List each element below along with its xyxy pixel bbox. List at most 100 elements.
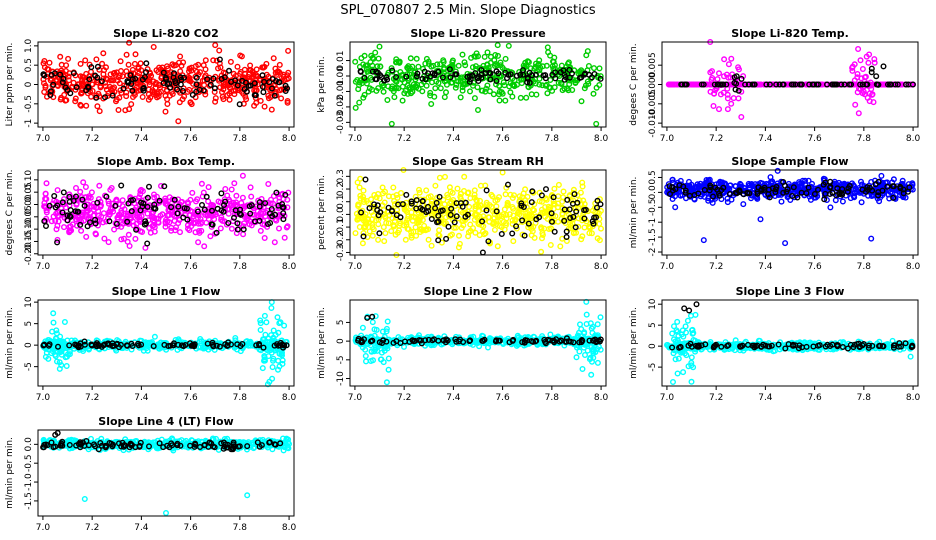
x-tick-label: 7.8 (233, 262, 248, 272)
data-point-all (361, 77, 368, 84)
data-point-all (211, 88, 218, 95)
data-point-selected (493, 77, 500, 84)
data-point-selected (109, 343, 116, 350)
x-tick-label: 7.6 (183, 393, 198, 403)
data-point-all (854, 188, 861, 195)
data-point-all (596, 237, 603, 244)
y-tick-label: 0.5 (24, 58, 34, 72)
data-point-all (241, 66, 248, 73)
data-point-all (61, 319, 68, 326)
data-point-selected (40, 342, 47, 349)
data-point-all (61, 224, 68, 231)
data-point-selected (833, 192, 840, 199)
data-point-selected (714, 186, 721, 193)
data-point-all (470, 82, 477, 89)
x-tick-label: 7.8 (857, 262, 872, 272)
data-point-all (447, 232, 454, 239)
data-point-selected (742, 81, 749, 88)
data-point-all (360, 94, 367, 101)
data-point-selected (160, 79, 167, 86)
data-point-selected (412, 337, 419, 344)
data-point-selected (88, 64, 95, 71)
data-point-all (67, 223, 74, 230)
data-point-all (538, 248, 545, 255)
data-point-selected (280, 344, 287, 351)
data-point-selected (591, 70, 598, 77)
data-point-all (393, 84, 400, 91)
data-point-all (581, 85, 588, 92)
data-point-all (162, 92, 169, 99)
data-point-all (563, 63, 570, 70)
data-point-all (820, 184, 827, 191)
data-point-all (354, 179, 361, 186)
data-point-all (361, 52, 368, 59)
data-point-all (269, 364, 276, 371)
data-point-all (257, 327, 264, 334)
data-point-all (796, 189, 803, 196)
data-point-all (229, 218, 236, 225)
data-point-selected (525, 220, 532, 227)
data-point-all (757, 216, 764, 223)
data-point-all (589, 329, 596, 336)
data-point-selected (839, 186, 846, 193)
data-point-selected (582, 206, 589, 213)
data-point-selected (746, 190, 753, 197)
data-point-all (890, 176, 897, 183)
data-point-selected (67, 207, 74, 214)
data-point-all (277, 319, 284, 326)
data-point-selected (451, 219, 458, 226)
data-point-selected (385, 204, 392, 211)
data-point-selected (168, 204, 175, 211)
data-point-all (70, 79, 77, 86)
data-point-all (128, 215, 135, 222)
data-point-all (442, 173, 449, 180)
data-point-selected (381, 77, 388, 84)
data-point-selected (479, 249, 486, 256)
data-point-all (530, 223, 537, 230)
data-point-all (560, 188, 567, 195)
data-point-all (483, 201, 490, 208)
data-point-all (735, 95, 742, 102)
y-axis-label: degees C per min. (629, 43, 639, 125)
data-point-selected (43, 222, 50, 229)
data-point-all (162, 223, 169, 230)
y-tick-label: 1.0 (24, 38, 34, 53)
data-point-all (150, 44, 157, 51)
data-point-selected (378, 74, 385, 81)
data-point-all (454, 185, 461, 192)
data-point-all (539, 231, 546, 238)
data-point-all (485, 344, 492, 351)
panel-title: Slope Sample Flow (731, 155, 848, 168)
data-point-all (536, 57, 543, 64)
data-point-all (868, 235, 875, 242)
data-point-selected (142, 220, 149, 227)
data-point-selected (839, 191, 846, 198)
figure-title: SPL_070807 2.5 Min. Slope Diagnostics (340, 3, 596, 18)
data-point-all (827, 204, 834, 211)
data-point-selected (552, 75, 559, 82)
data-point-all (548, 225, 555, 232)
data-point-all (464, 208, 471, 215)
y-tick-label: -5 (24, 362, 34, 371)
data-point-selected (70, 70, 77, 77)
data-point-selected (171, 196, 178, 203)
data-point-all (407, 203, 414, 210)
data-point-selected (572, 224, 579, 231)
data-point-all (832, 197, 839, 204)
data-point-all (507, 80, 514, 87)
data-point-all (418, 81, 425, 88)
data-point-all (379, 83, 386, 90)
data-point-selected (194, 208, 201, 215)
data-point-selected (886, 81, 893, 88)
data-point-selected (165, 343, 172, 350)
data-point-selected (869, 187, 876, 194)
data-point-all (85, 345, 92, 352)
data-point-selected (256, 341, 263, 348)
data-point-selected (94, 199, 101, 206)
data-point-all (849, 63, 856, 70)
x-tick-label: 7.8 (233, 393, 248, 403)
data-point-all (585, 80, 592, 87)
data-point-all (356, 223, 363, 230)
data-point-all (261, 234, 268, 241)
